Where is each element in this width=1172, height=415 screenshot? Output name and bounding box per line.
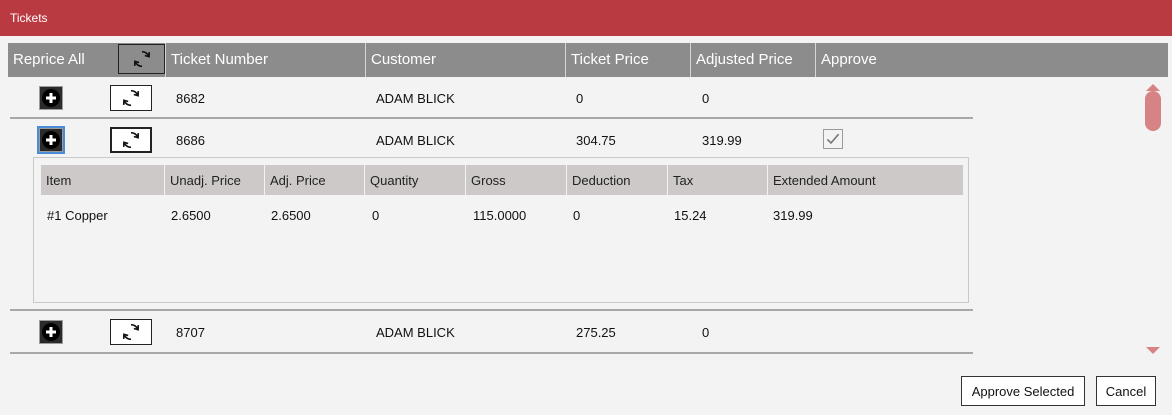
ticket-price-cell: 275.25	[576, 325, 616, 340]
ticket-price-cell: 0	[576, 91, 584, 106]
refresh-icon	[133, 50, 151, 68]
customer-cell: ADAM BLICK	[376, 325, 455, 340]
detail-col-unadj-price[interactable]: Unadj. Price	[164, 165, 264, 195]
refresh-icon	[122, 323, 140, 341]
ticket-price-cell: 304.75	[576, 133, 616, 148]
reprice-button[interactable]	[110, 127, 152, 153]
title-bar: Tickets	[0, 0, 1172, 36]
header-ticket-number-label: Ticket Number	[171, 51, 268, 68]
detail-col-deduction[interactable]: Deduction	[566, 165, 667, 195]
detail-deduction-cell: 0	[573, 208, 581, 223]
approve-selected-button[interactable]: Approve Selected	[961, 376, 1085, 406]
scroll-up-arrow-icon[interactable]	[1146, 84, 1160, 91]
detail-col-adj-price[interactable]: Adj. Price	[264, 165, 364, 195]
detail-item-cell: #1 Copper	[47, 208, 108, 223]
detail-unadj-price-cell: 2.6500	[171, 208, 211, 223]
approve-checkbox[interactable]	[823, 129, 843, 149]
ticket-number-cell: 8682	[176, 91, 205, 106]
reprice-button[interactable]	[110, 319, 152, 345]
detail-col-gross[interactable]: Gross	[465, 165, 566, 195]
refresh-icon	[122, 89, 140, 107]
checkmark-icon	[826, 133, 840, 145]
detail-col-adj-price-label: Adj. Price	[270, 173, 326, 188]
expand-button[interactable]	[37, 126, 65, 154]
detail-tax-cell: 15.24	[674, 208, 707, 223]
header-ticket-price-label: Ticket Price	[571, 51, 649, 68]
row-divider	[10, 309, 973, 311]
detail-col-extended-amount[interactable]: Extended Amount	[767, 165, 963, 195]
header-ticket-number[interactable]: Ticket Number	[165, 43, 365, 77]
scrollbar-thumb[interactable]	[1145, 91, 1161, 131]
plus-circle-icon	[42, 89, 60, 107]
adjusted-price-cell: 0	[702, 325, 710, 340]
ticket-number-cell: 8707	[176, 325, 205, 340]
grid-header: Reprice All Ticket Number Customer Ticke…	[8, 43, 1168, 77]
detail-col-unadj-price-label: Unadj. Price	[170, 173, 241, 188]
detail-col-gross-label: Gross	[471, 173, 506, 188]
row-divider	[10, 352, 973, 354]
window-title: Tickets	[10, 11, 48, 25]
detail-col-extended-amount-label: Extended Amount	[773, 173, 876, 188]
header-reprice-all-label: Reprice All	[13, 51, 85, 68]
header-customer-label: Customer	[371, 51, 437, 68]
ticket-number-cell: 8686	[176, 133, 205, 148]
refresh-icon	[122, 131, 140, 149]
expand-button[interactable]	[39, 86, 63, 110]
header-ticket-price[interactable]: Ticket Price	[565, 43, 690, 77]
expand-button[interactable]	[39, 320, 63, 344]
detail-col-item[interactable]: Item	[41, 165, 164, 195]
detail-gross-cell: 115.0000	[473, 208, 527, 223]
detail-col-tax[interactable]: Tax	[667, 165, 767, 195]
header-approve-label: Approve	[821, 51, 877, 68]
header-approve[interactable]: Approve	[815, 43, 1168, 77]
customer-cell: ADAM BLICK	[376, 133, 455, 148]
detail-col-deduction-label: Deduction	[572, 173, 631, 188]
detail-header: Item Unadj. Price Adj. Price Quantity Gr…	[41, 165, 963, 195]
detail-col-tax-label: Tax	[673, 173, 694, 188]
adjusted-price-cell: 0	[702, 91, 710, 106]
header-customer[interactable]: Customer	[365, 43, 565, 77]
detail-col-quantity-label: Quantity	[370, 173, 419, 188]
row-divider	[10, 117, 973, 119]
detail-col-quantity[interactable]: Quantity	[364, 165, 465, 195]
header-adjusted-price[interactable]: Adjusted Price	[690, 43, 815, 77]
header-reprice-all: Reprice All	[8, 43, 165, 77]
detail-extended-amount-cell: 319.99	[773, 208, 813, 223]
detail-quantity-cell: 0	[372, 208, 380, 223]
header-adjusted-price-label: Adjusted Price	[696, 51, 793, 68]
detail-col-item-label: Item	[46, 173, 72, 188]
reprice-all-button[interactable]	[118, 44, 165, 74]
adjusted-price-cell: 319.99	[702, 133, 742, 148]
plus-circle-icon	[42, 131, 60, 149]
cancel-button[interactable]: Cancel	[1096, 376, 1156, 406]
ticket-detail-panel: Item Unadj. Price Adj. Price Quantity Gr…	[33, 157, 969, 303]
plus-circle-icon	[42, 323, 60, 341]
detail-adj-price-cell: 2.6500	[271, 208, 311, 223]
customer-cell: ADAM BLICK	[376, 91, 455, 106]
scroll-down-arrow-icon[interactable]	[1146, 347, 1160, 354]
reprice-button[interactable]	[110, 85, 152, 111]
